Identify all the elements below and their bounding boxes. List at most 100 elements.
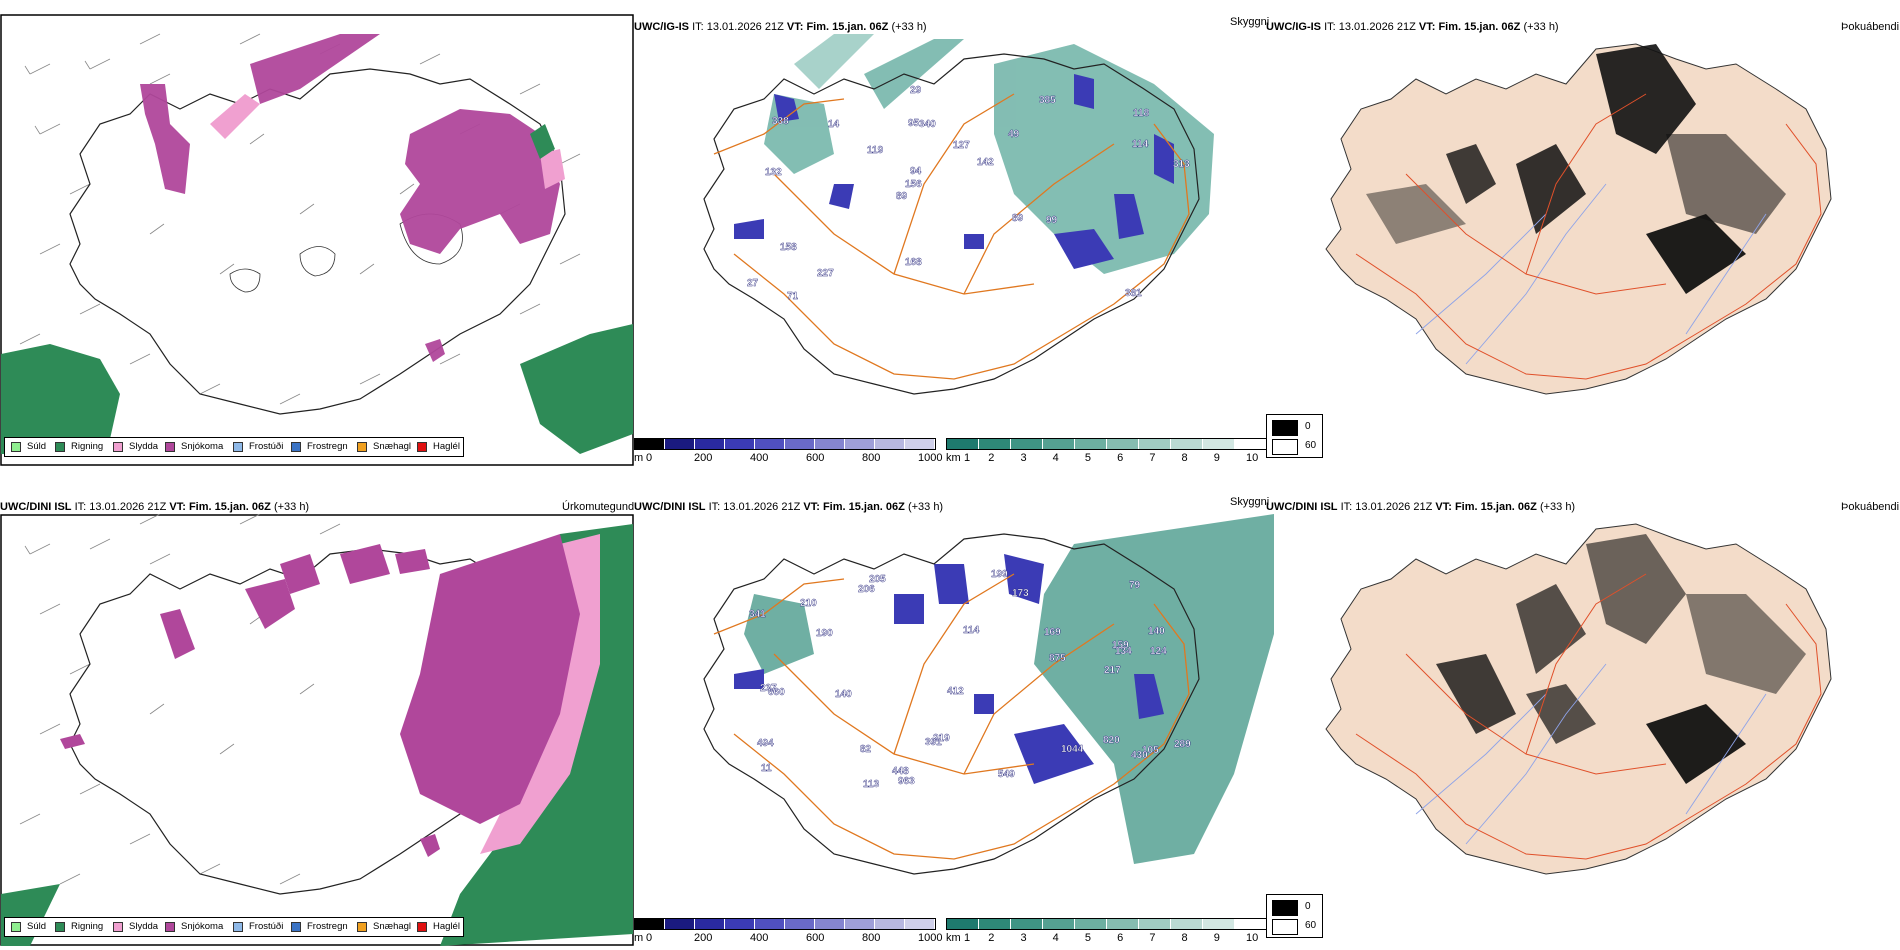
visibility-colorbar-segment [1075, 919, 1107, 929]
ceiling-value-label: 158 [780, 242, 797, 253]
legend-item-snaehagl: Snæhagl [357, 441, 411, 452]
it-label: IT: [692, 21, 704, 33]
visibility-colorbar-segment [1235, 919, 1267, 929]
ceiling-colorbar-segment [905, 439, 935, 449]
it-label: IT: [1340, 501, 1353, 513]
visibility-tick: 5 [1084, 452, 1091, 464]
bottom-cloud-cover-panel: UWC/DINI ISL IT: 13.01.2026 21Z VT: Fim.… [1266, 480, 1900, 950]
vt-value: Fim. 15.jan. 06Z [822, 501, 905, 513]
visibility-colorbar-segment [979, 919, 1011, 929]
visibility-colorbar-segment [947, 439, 979, 449]
it-value: 13.01.2026 21Z [1338, 21, 1416, 33]
visibility-tick: 2 [988, 932, 995, 944]
ceiling-colorbar-segment [725, 919, 755, 929]
ceiling-value-label: 173 [1012, 588, 1029, 599]
low-visibility-areas [764, 34, 1214, 274]
ceiling-colorbar-segment [635, 919, 665, 929]
lead-time: (+33 h) [273, 501, 310, 513]
legend-item-rigning: Rigning [55, 441, 103, 452]
visibility-colorbar-segment [1075, 439, 1107, 449]
ceiling-value-label: 49 [1008, 129, 1020, 140]
ceiling-value-label: 875 [1049, 653, 1066, 664]
ceiling-value-label: 391 [925, 737, 942, 748]
ceiling-colorbar-segment [695, 919, 725, 929]
ceiling-value-label: 142 [977, 157, 994, 168]
ceiling-value-label: 14 [828, 119, 840, 130]
roads [1355, 93, 1822, 380]
ceiling-colorbar-segment [695, 439, 725, 449]
top-visibility-panel: UWC/IG-IS IT: 13.01.2026 21Z VT: Fim. 15… [634, 0, 1323, 470]
precip-type-map [0, 14, 634, 466]
ceiling-value-label: 29 [910, 85, 922, 96]
ceiling-colorbar-segment [755, 439, 785, 449]
ceiling-ticks: 0 200 400 600 800 1000 [646, 932, 946, 946]
visibility-colorbar-segment [1107, 439, 1139, 449]
visibility-tick: 8 [1181, 932, 1188, 944]
ceiling-colorbar-segment [815, 919, 845, 929]
ceiling-colorbar-segment [845, 439, 875, 449]
ceiling-value-label: 430 [1131, 750, 1148, 761]
panel-title: Skyggni [1230, 16, 1270, 28]
visibility-colorbar [946, 438, 1268, 450]
ceiling-colorbar-segment [905, 919, 935, 929]
visibility-colorbar-segment [979, 439, 1011, 449]
visibility-colorbar-segment [1011, 439, 1043, 449]
legend-item-snjokoma: Snjókoma [165, 921, 223, 932]
ceiling-value-label: 114 [1132, 139, 1149, 150]
visibility-tick: 7 [1149, 932, 1156, 944]
it-value: 13.01.2026 21Z [723, 501, 801, 513]
ceiling-tick: 200 [694, 452, 713, 464]
legend-item-frostudi: Frostúði [233, 921, 283, 932]
panel-header: UWC/IG-IS IT: 13.01.2026 21Z VT: Fim. 15… [1266, 21, 1559, 33]
ceiling-colorbar-segment [635, 439, 665, 449]
ceiling-value-label: 289 [1174, 739, 1191, 750]
ceiling-value-labels: 8201401051141120515982791901243412179634… [749, 569, 1192, 790]
ceiling-value-label: 340 [919, 119, 936, 130]
ceiling-value-label: 448 [892, 766, 909, 777]
legend-item-frostregn: Frostregn [291, 921, 348, 932]
rivers [1415, 663, 1767, 845]
ceiling-value-label: 95 [908, 118, 920, 129]
ceiling-value-label: 89 [1012, 213, 1024, 224]
visibility-ticks: 1 2 3 4 5 6 7 8 9 10 [964, 932, 1264, 946]
ceiling-value-label: 94 [910, 166, 922, 177]
ceiling-tick: 800 [862, 932, 881, 944]
rain-areas [1, 124, 633, 454]
vt-label: VT: [786, 21, 804, 33]
it-value: 13.01.2026 21Z [89, 501, 167, 513]
visibility-colorbar-segment [1043, 919, 1075, 929]
ceiling-value-label: 190 [816, 628, 833, 639]
ceiling-colorbar [634, 918, 936, 930]
visibility-tick: 3 [1020, 932, 1027, 944]
ceiling-colorbar-segment [785, 919, 815, 929]
visibility-map: 381 132 118 89 49 71 95 127 158 119 27 227 340 142 99 3… [703, 34, 1214, 395]
visibility-tick: 9 [1213, 932, 1220, 944]
top-cloud-cover-panel: UWC/IG-IS IT: 13.01.2026 21Z VT: Fim. 15… [1266, 0, 1900, 470]
ceiling-tick: 400 [750, 452, 769, 464]
sleet-areas [210, 94, 565, 189]
ceiling-tick: 400 [750, 932, 769, 944]
it-value: 13.01.2026 21Z [706, 21, 784, 33]
fog-index-map [1325, 523, 1832, 875]
legend-item-rigning: Rigning [55, 921, 103, 932]
ceiling-value-label: 412 [947, 686, 964, 697]
ceiling-value-label: 660 [768, 687, 785, 698]
visibility-colorbar-segment [1011, 919, 1043, 929]
vt-label: VT: [169, 501, 186, 513]
ceiling-tick: 600 [806, 932, 825, 944]
ceiling-value-label: 199 [991, 569, 1008, 580]
visibility-tick: 3 [1020, 452, 1027, 464]
ceiling-value-label: 99 [1046, 215, 1058, 226]
ceiling-value-label: 159 [1112, 640, 1129, 651]
roads [713, 573, 1190, 860]
vt-label: VT: [1435, 501, 1452, 513]
ceiling-colorbar-segment [665, 439, 695, 449]
ceiling-value-label: 89 [896, 191, 908, 202]
ceiling-value-label: 124 [1150, 646, 1167, 657]
ceiling-value-label: 227 [817, 268, 834, 279]
lead-time: (+33 h) [907, 501, 944, 513]
bottom-precip-type-panel: UWC/DINI ISL IT: 13.01.2026 21Z VT: Fim.… [0, 480, 634, 950]
ceiling-value-label: 549 [998, 769, 1015, 780]
visibility-unit: km [946, 932, 961, 944]
ceiling-value-label: 237 [760, 683, 777, 694]
